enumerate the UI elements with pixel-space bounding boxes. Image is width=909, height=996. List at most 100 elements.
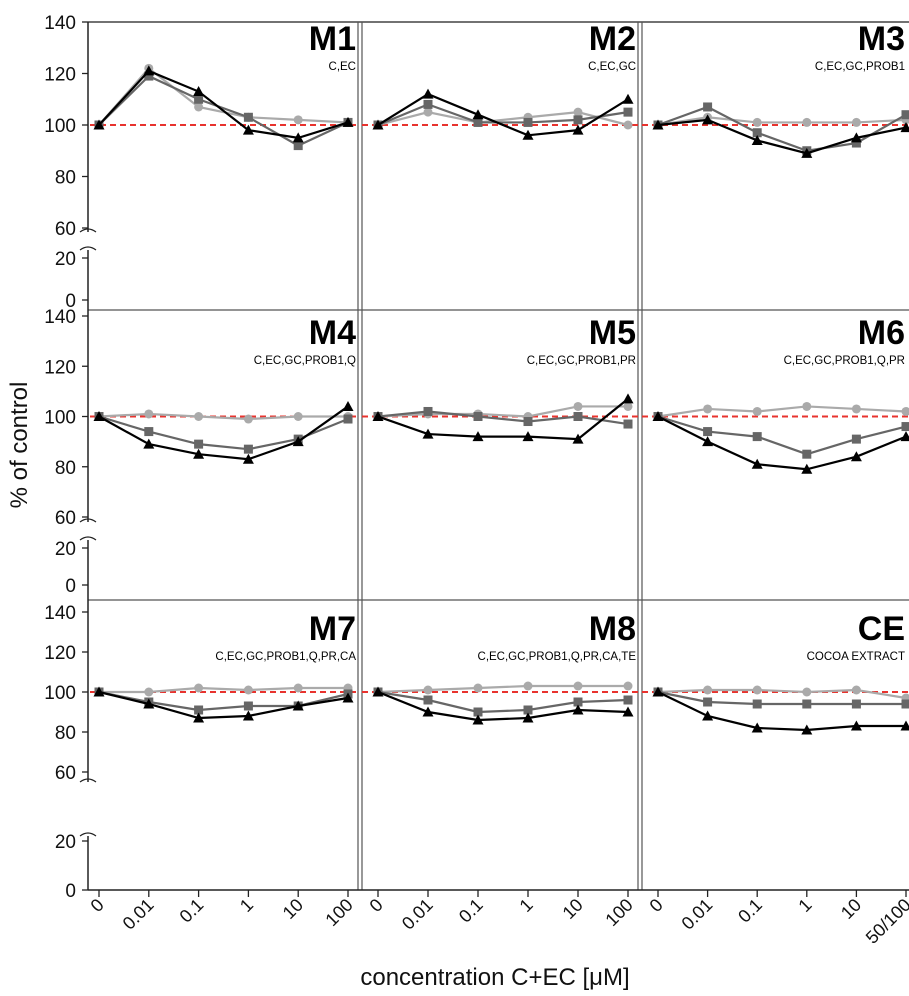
y-axis-title: % of control [6,382,33,509]
series-line [98,405,349,461]
data-point [752,699,762,709]
data-point [623,695,633,705]
panel-m2: M2 C,EC,GC [362,20,640,140]
y-tick-label: 20 [55,832,76,853]
data-point [802,687,812,697]
data-point [900,720,909,731]
data-point [623,419,633,429]
data-point [423,406,433,416]
data-point [243,701,253,711]
data-point [523,681,533,691]
data-point [851,117,861,127]
data-point [343,414,353,424]
data-point [752,406,762,416]
data-point [144,427,154,437]
data-point [752,128,762,138]
data-point [703,427,713,437]
data-point [623,681,633,691]
data-point [242,124,254,135]
panel-title: CE [858,610,905,648]
y-tick-label: 20 [55,539,76,560]
data-point [751,134,763,145]
data-point [522,712,534,723]
data-point [652,411,664,421]
data-point [422,428,434,439]
data-point [93,119,105,130]
y-tick-label: 120 [44,357,76,378]
data-point [522,431,534,442]
data-point [623,401,633,411]
data-point [622,393,634,404]
data-point [293,141,303,151]
panel-title: M5 [589,314,636,352]
data-point [423,107,433,117]
y-tick-label: 100 [44,408,76,429]
data-point [243,444,253,454]
series-line [657,688,907,700]
data-point [143,438,155,449]
data-point [900,122,909,133]
data-point [752,432,762,442]
data-point [93,686,105,697]
data-point [702,436,714,447]
data-point [573,681,583,691]
data-point [901,699,909,709]
data-point [522,129,534,140]
series-line [377,103,629,127]
data-point [372,411,384,421]
x-tick-label: 0.1 [176,895,208,927]
panel-title: M6 [858,314,905,352]
data-point [293,683,303,693]
data-point [652,686,664,697]
data-point [851,685,861,695]
axis-break [79,228,97,233]
data-point [293,115,303,125]
y-tick-label: 60 [55,763,76,784]
data-point [144,71,154,81]
y-tick-label: 0 [65,881,76,902]
data-point [194,102,204,112]
y-tick-label: 60 [55,508,76,529]
series-line [657,691,906,732]
data-point [523,705,533,715]
y-tick-label: 140 [44,13,76,34]
series-line [657,690,906,706]
x-tick-label: 1 [236,895,257,916]
x-tick-label: 0.1 [734,895,766,927]
data-point [851,138,861,148]
data-point [623,107,633,117]
series-line [98,69,349,140]
data-point [703,102,713,112]
panel-subtitle: C,EC,GC,PROB1,PR [527,355,636,367]
panel-m7: M7 C,EC,GC,PROB1,Q,PR,CA 0 0.01 0.1 1 10 100 [87,610,360,934]
x-axis-title: concentration C+EC [μM] [360,964,629,991]
series-line [98,412,348,421]
data-point [801,724,813,735]
data-point [573,401,583,411]
series-line [657,415,907,456]
data-point [901,110,909,120]
y-tick-label: 0 [65,291,76,312]
data-point [623,120,633,130]
series-line [377,110,629,127]
data-point [293,412,303,421]
series-line [377,410,629,426]
series-line [657,405,907,418]
data-point [523,417,533,427]
data-point [193,86,205,97]
panel-title: M1 [309,20,356,58]
data-point [372,686,384,697]
data-point [900,431,909,442]
data-point [572,433,584,444]
data-point [703,404,713,414]
series-line [657,118,907,155]
y-tick-label: 100 [44,683,76,704]
y-tick-label: 140 [44,603,76,624]
panel-subtitle: C,EC,GC [588,61,636,73]
x-tick-label: 100 [601,895,636,930]
series-line [99,686,348,694]
x-tick-label: 10 [279,895,307,923]
data-point [751,722,763,733]
